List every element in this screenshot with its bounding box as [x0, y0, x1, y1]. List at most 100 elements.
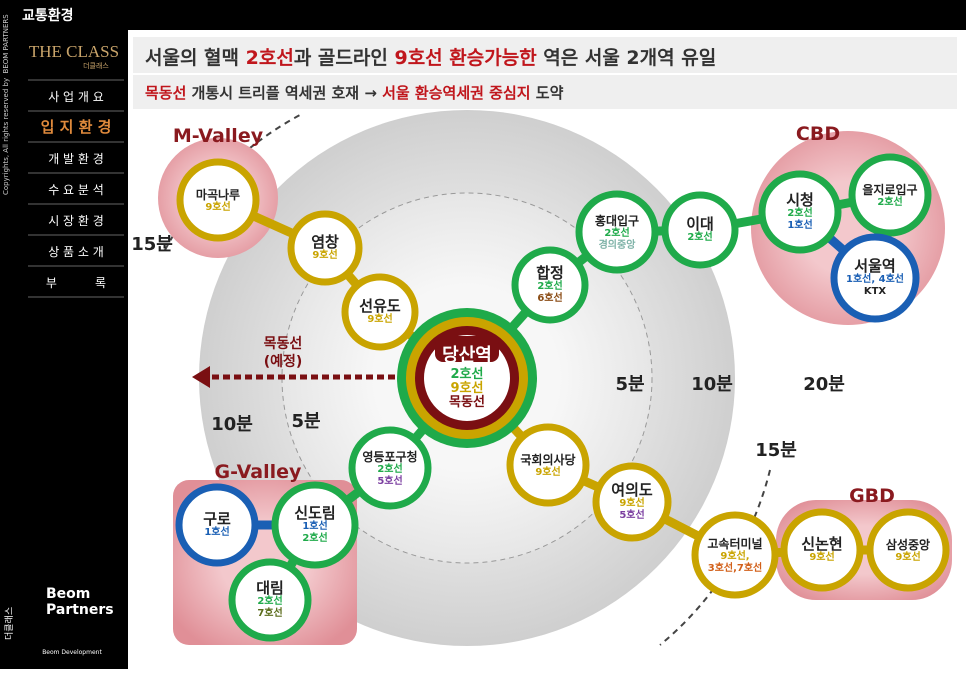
menu-item[interactable]: 개 발 환 경: [48, 152, 104, 166]
top-title: 교통환경: [22, 7, 74, 24]
menu-item[interactable]: 사 업 개 요: [48, 90, 104, 104]
header-segment: 2호선: [246, 47, 294, 69]
station-line: 3호선,7호선: [708, 561, 763, 574]
station-name: 선유도: [359, 297, 401, 315]
station-circle: [228, 558, 312, 642]
station-line: 1호선, 4호선: [846, 272, 904, 285]
station-line: 경의중앙: [599, 238, 637, 251]
station-line: 1호선: [302, 519, 327, 532]
station-line: 2호선: [377, 462, 402, 475]
station-line: 2호선: [687, 230, 712, 243]
station-line: 1호선: [204, 525, 229, 538]
station-line: 7호선: [257, 606, 282, 619]
station-line: 9호선: [809, 550, 834, 563]
station-line: 9호선: [895, 550, 920, 563]
time-label: 5분: [615, 374, 644, 395]
time-label: 15분: [755, 440, 797, 461]
station-line: 5호선: [619, 508, 644, 521]
sidebar: [0, 30, 128, 669]
brand-vertical: 더클래스: [4, 607, 15, 640]
footer-logo-1: Beom: [46, 586, 90, 602]
header-segment: 과 골드라인: [294, 47, 395, 69]
station-circle: [758, 170, 842, 254]
footer-logo-2: Beom Development: [42, 649, 102, 656]
header-divider: [133, 73, 957, 75]
station-name: 시청: [786, 191, 814, 209]
dashed-arc: [659, 469, 771, 646]
station-circle: [271, 481, 359, 569]
header-segment: 서울의 혈맥: [145, 46, 246, 69]
time-label: 5분: [291, 411, 320, 432]
menu-item[interactable]: 시 장 환 경: [48, 214, 104, 228]
menu: 사 업 개 요입 지 환 경개 발 환 경수 요 분 석시 장 환 경상 품 소…: [28, 79, 124, 298]
header-title: 서울의 혈맥 2호선과 골드라인 9호선 환승가능한 역은 서울 2개역 유일: [145, 46, 716, 69]
station-circle: [287, 210, 363, 286]
header-segment: 환승가능한: [443, 47, 538, 69]
zone-label: GBD: [849, 485, 895, 507]
station-line: 2호선: [787, 206, 812, 219]
station-circle: [511, 246, 589, 324]
menu-item[interactable]: 입 지 환 경: [41, 118, 112, 136]
station-name: 당산역: [442, 345, 492, 366]
station-circle: [506, 423, 590, 507]
station-line: 9호선: [367, 312, 392, 325]
menu-item[interactable]: 수 요 분 석: [48, 183, 104, 197]
station-name: 합정: [536, 264, 564, 282]
station-line: 5호선: [377, 474, 402, 487]
station-name-bg: [435, 336, 499, 362]
station-line: 9호선: [535, 465, 560, 478]
logo-sub: 더클래스: [83, 61, 109, 70]
menu-item[interactable]: 부 록: [46, 276, 106, 290]
station-line: 2호선: [451, 366, 484, 382]
menu-item[interactable]: 상 품 소 개: [48, 245, 104, 259]
station-circle: [592, 462, 672, 542]
station-circle: [341, 273, 419, 351]
time-label: 20분: [803, 374, 845, 395]
header-segment: 도약: [531, 84, 564, 102]
station-line: 9호선: [312, 248, 337, 261]
station-name: 삼성중앙: [886, 537, 930, 552]
time-label: 10분: [211, 414, 253, 435]
station-name: 을지로입구: [862, 182, 917, 197]
station-name: 대림: [256, 579, 284, 597]
header-segment: 서울 환승역세권 중심지: [382, 84, 530, 102]
station-circle: [780, 508, 864, 592]
mokdong-label: 목동선: [264, 336, 303, 352]
station-name: 홍대입구: [595, 213, 639, 228]
zone-label: M-Valley: [173, 125, 264, 147]
station-line: 2호선: [877, 195, 902, 208]
footer-logo-1: Partners: [46, 602, 114, 618]
station-line: 9호선: [451, 380, 484, 396]
header-segment: 9호선: [394, 47, 442, 69]
logo: THE CLASS: [29, 42, 119, 61]
station-circle: [691, 511, 779, 599]
top-bar: [0, 0, 966, 30]
station-name: 마곡나루: [196, 187, 240, 202]
station-line: 목동선: [449, 394, 485, 410]
zone-label: G-Valley: [215, 461, 302, 483]
station-circle: [348, 426, 432, 510]
station-name: 신도림: [294, 504, 335, 522]
time-label: 10분: [691, 374, 733, 395]
header-segment: 목동선: [145, 84, 186, 102]
station-line: 9호선: [205, 200, 230, 213]
time-label: 15분: [131, 234, 173, 255]
network: 마곡나루9호선염창9호선선유도9호선당산역2호선9호선목동선합정2호선6호선홍대…: [175, 153, 950, 642]
station-circle: [830, 233, 920, 323]
station-line: 2호선: [537, 279, 562, 292]
